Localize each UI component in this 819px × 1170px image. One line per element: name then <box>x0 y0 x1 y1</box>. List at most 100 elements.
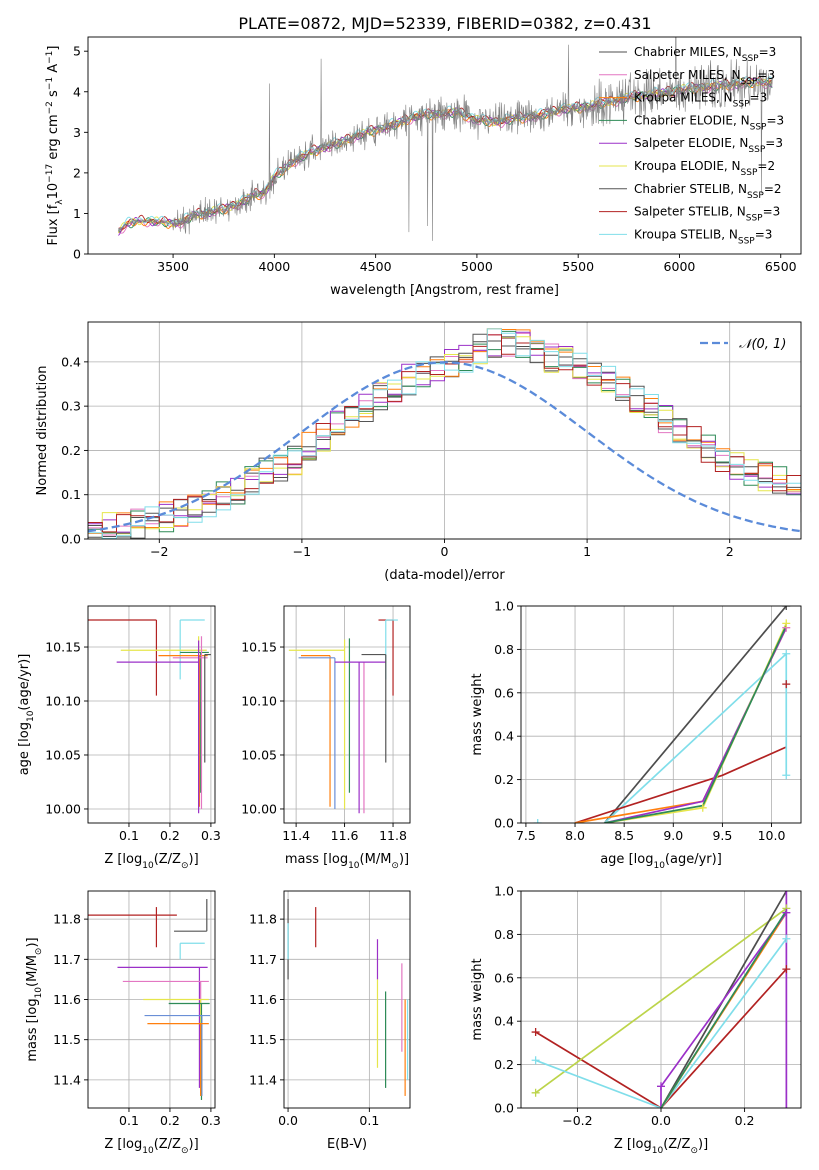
legend-entry: Kroupa STELIB, NSSP=3 <box>634 227 772 246</box>
weight-marker <box>657 1082 665 1091</box>
x-tick-label: 0.0 <box>278 1113 298 1128</box>
x-tick-label: 0.3 <box>201 828 221 843</box>
y-tick-label: 10.05 <box>45 747 81 762</box>
error-point <box>144 1014 211 1096</box>
label-part: ⊙ <box>181 861 189 871</box>
label-part: =3 <box>750 91 768 105</box>
axis-layer: 0.0 0.1 11.4 11.5 11.6 11.7 11.8 E(B-V) <box>249 890 411 1152</box>
y-tick-label: 10.15 <box>45 640 81 655</box>
x-tick-label: 9.0 <box>663 828 683 843</box>
label-part: ⊙ <box>181 1146 189 1156</box>
label-part: SSP <box>747 191 764 201</box>
legend-entry: 𝒩(0, 1) <box>739 337 786 352</box>
label-part: Kroupa ELODIE, N <box>634 159 741 173</box>
label-part: age [log <box>600 852 653 867</box>
error-point <box>147 1023 209 1096</box>
legend-entry: Salpeter STELIB, NSSP=3 <box>634 205 780 224</box>
weight-line <box>660 910 788 1108</box>
y-tick-label: 4 <box>73 84 81 99</box>
plot-marks <box>531 891 791 1108</box>
label-part: SSP <box>741 168 758 178</box>
y-tick-label: 11.6 <box>53 992 81 1007</box>
error-point <box>300 655 331 807</box>
error-point <box>179 942 205 960</box>
legend-entry: Salpeter MILES, NSSP=3 <box>634 68 775 87</box>
x-tick-label: 8.5 <box>614 828 634 843</box>
x-axis-label: Z [log10(Z/Z⊙)] <box>104 852 198 871</box>
x-tick-label: 6000 <box>664 259 696 274</box>
x-tick-label: 2 <box>726 544 734 559</box>
y-tick-label: 0.2 <box>61 443 81 458</box>
legend-entry: Chabrier STELIB, NSSP=2 <box>634 182 782 201</box>
axes-residuals: −2 −1 0 1 2 0.0 0.1 0.2 0.3 0.4 𝒩(0, 1) (data-model… <box>35 321 802 583</box>
plot-marks <box>288 619 398 814</box>
y-tick-label: 11.4 <box>249 1072 277 1087</box>
y-tick-label: 0.0 <box>494 1101 514 1116</box>
y-tick-label: 0.4 <box>61 354 81 369</box>
x-tick-label: −0.2 <box>562 1113 592 1128</box>
x-tick-label: 11.8 <box>379 828 407 843</box>
label-part: )] <box>189 852 199 867</box>
y-tick-label: 11.5 <box>249 1032 277 1047</box>
label-part: )] <box>25 937 40 947</box>
label-part: erg cm <box>46 114 61 163</box>
error-point <box>88 619 158 696</box>
y-tick-label: 5 <box>73 44 81 59</box>
x-tick-label: 0.1 <box>119 828 139 843</box>
weight-marker <box>782 649 791 658</box>
plot-area <box>88 606 215 823</box>
label-part: Z [log <box>104 1137 142 1152</box>
error-point <box>204 653 211 763</box>
label-part: =3 <box>765 136 783 150</box>
label-part: SSP <box>746 214 763 224</box>
x-tick-label: 6500 <box>765 259 797 274</box>
y-tick-label: 11.7 <box>249 952 277 967</box>
legend-entry: Kroupa MILES, NSSP=3 <box>634 91 767 110</box>
label-part: (M/M <box>360 852 392 867</box>
x-tick-label: 0.2 <box>735 1113 755 1128</box>
normal-curve <box>88 361 801 533</box>
weight-line <box>574 746 787 823</box>
y-tick-label: 0.0 <box>61 532 81 547</box>
plot-marks <box>88 619 211 814</box>
weight-marker <box>782 619 791 628</box>
x-axis-label: Z [log10(Z/Z⊙)] <box>104 1137 198 1156</box>
figure-title: PLATE=0872, MJD=52339, FIBERID=0382, z=0… <box>238 14 651 33</box>
label-part: Z [log <box>104 852 142 867</box>
x-tick-label: 8.0 <box>565 828 585 843</box>
label-part: (Z/Z <box>154 852 181 867</box>
label-part: 10 <box>26 710 36 722</box>
y-tick-label: 1 <box>73 206 81 221</box>
weight-marker <box>782 965 791 974</box>
y-tick-label: 2 <box>73 165 81 180</box>
x-axis-label: wavelength [Angstrom, rest frame] <box>330 283 559 298</box>
error-point <box>88 907 177 948</box>
error-point <box>180 651 209 793</box>
label-part: =3 <box>766 113 784 127</box>
x-axis-label: E(B-V) <box>327 1137 367 1152</box>
y-tick-label: 10.10 <box>45 694 81 709</box>
x-axis-label: (data-model)/error <box>384 568 505 583</box>
axes-weight_vs_age: 7.5 8.0 8.5 9.0 9.5 10.0 0.0 0.2 0.4 0.6 0.8 1.0 age… <box>470 599 802 871</box>
label-part: ⊙ <box>690 1146 698 1156</box>
x-tick-label: 5500 <box>562 259 594 274</box>
error-point <box>117 966 208 1088</box>
weight-marker <box>782 606 791 610</box>
weight-marker <box>531 1056 540 1065</box>
x-axis-label: Z [log10(Z/Z⊙)] <box>614 1137 708 1156</box>
x-axis-label: mass [log10(M/M⊙)] <box>285 852 409 871</box>
y-tick-label: 0.4 <box>494 1014 514 1029</box>
y-tick-label: 0.6 <box>494 970 514 985</box>
error-point <box>334 661 386 814</box>
label-part: f <box>46 204 61 209</box>
y-tick-label: 0.1 <box>61 487 81 502</box>
frame <box>87 605 216 824</box>
y-tick-label: 0 <box>73 247 81 262</box>
frame <box>283 605 411 824</box>
label-part: λ <box>55 199 65 205</box>
label-part: =2 <box>757 159 775 173</box>
plot-marks <box>88 328 801 539</box>
y-tick-label: 11.8 <box>249 912 277 927</box>
